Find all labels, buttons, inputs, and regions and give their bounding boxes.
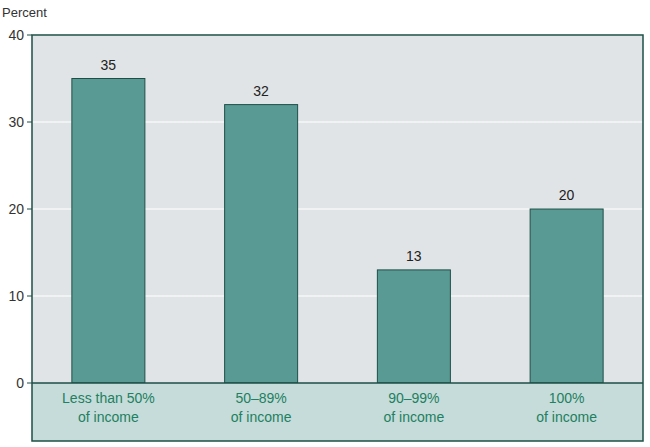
bar <box>530 209 603 383</box>
y-tick-label: 30 <box>8 114 24 130</box>
category-label: 50–89% of income <box>231 390 292 425</box>
category-label-line: 90–99% <box>388 390 439 406</box>
category-label-line: of income <box>78 409 139 425</box>
y-tick-label: 40 <box>8 27 24 43</box>
data-label: 32 <box>253 83 269 99</box>
bar <box>225 105 298 383</box>
category-label-line: 50–89% <box>235 390 286 406</box>
data-label: 13 <box>406 248 422 264</box>
bar <box>72 79 145 384</box>
frame <box>32 35 643 441</box>
x-axis-line <box>32 382 643 384</box>
y-tick-label: 10 <box>8 288 24 304</box>
y-tick-label: 0 <box>16 375 24 391</box>
plot-background <box>32 35 643 383</box>
category-label-line: Less than 50% <box>62 390 155 406</box>
category-label: 100% of income <box>536 390 597 425</box>
category-label-line: of income <box>536 409 597 425</box>
data-label: 20 <box>559 187 575 203</box>
data-label: 35 <box>101 57 117 73</box>
category-band <box>32 383 643 441</box>
bar <box>377 270 450 383</box>
category-label: Less than 50% of income <box>62 390 155 425</box>
category-label-line: 100% <box>549 390 585 406</box>
category-label-line: of income <box>384 409 445 425</box>
bars <box>72 79 603 384</box>
category-label-line: of income <box>231 409 292 425</box>
chart-container: 0 10 20 30 40 Percent 35 Less than 50% of income… <box>0 0 650 447</box>
y-axis-label: Percent <box>2 5 47 20</box>
category-label: 90–99% of income <box>384 390 445 425</box>
chart-svg: 0 10 20 30 40 Percent 35 Less than 50% of income… <box>0 0 650 447</box>
y-tick-label: 20 <box>8 201 24 217</box>
